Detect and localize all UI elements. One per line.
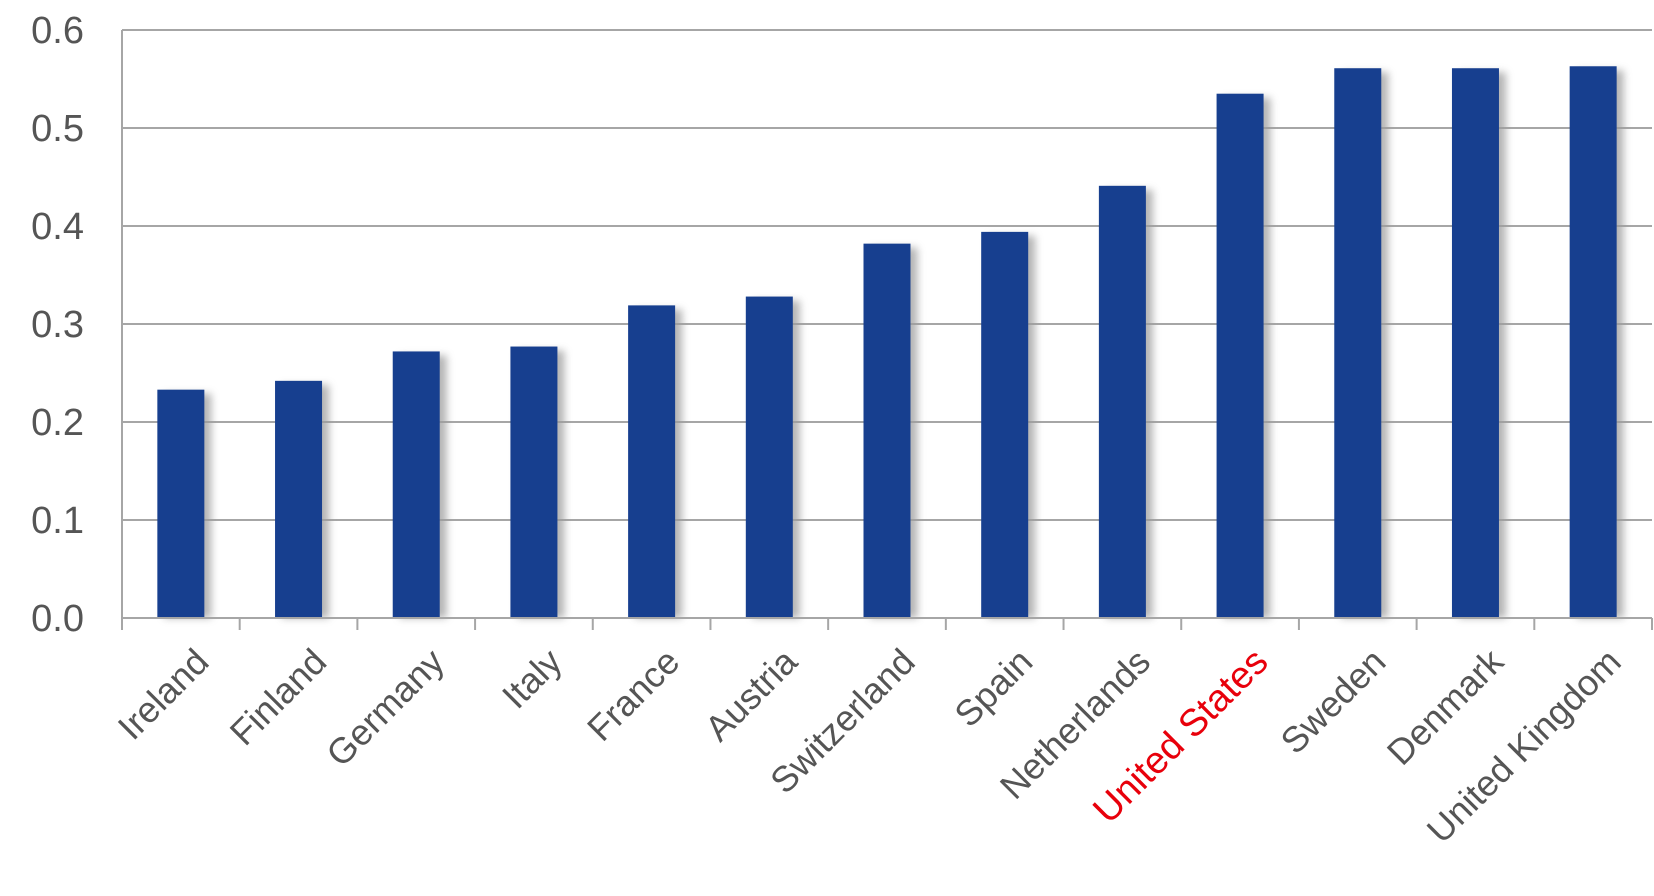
y-tick-label: 0.1 xyxy=(31,500,84,542)
bar-finland xyxy=(275,380,323,618)
y-tick-label: 0.4 xyxy=(31,206,84,248)
bar-united-states xyxy=(1216,93,1264,618)
x-category-label: Italy xyxy=(494,641,570,717)
y-axis-tick-labels: 0.0 0.1 0.2 0.3 0.4 0.5 0.6 xyxy=(31,10,84,640)
bar-denmark xyxy=(1451,68,1499,619)
bar-germany xyxy=(392,351,440,618)
x-category-label: Finland xyxy=(222,641,334,753)
bar-france xyxy=(628,305,676,618)
bar-ireland xyxy=(157,389,205,618)
x-axis xyxy=(121,30,1653,630)
x-category-label: Spain xyxy=(946,641,1040,735)
x-category-label: Sweden xyxy=(1272,641,1393,762)
x-category-label: Austria xyxy=(697,640,806,749)
y-tick-label: 0.0 xyxy=(31,598,84,640)
y-tick-label: 0.6 xyxy=(31,10,84,52)
bar-italy xyxy=(510,346,558,618)
x-category-label: Germany xyxy=(318,641,452,775)
y-tick-label: 0.3 xyxy=(31,304,84,346)
bar-united-kingdom xyxy=(1569,66,1617,618)
bar-netherlands xyxy=(1098,185,1146,618)
bar-sweden xyxy=(1334,68,1382,619)
bar-spain xyxy=(981,231,1029,618)
y-tick-label: 0.2 xyxy=(31,402,84,444)
y-tick-label: 0.5 xyxy=(31,108,84,150)
x-category-label: Ireland xyxy=(110,641,217,748)
x-category-label: France xyxy=(579,641,687,749)
bar-austria xyxy=(745,296,793,618)
bar-switzerland xyxy=(863,243,911,618)
bars xyxy=(157,66,1617,619)
